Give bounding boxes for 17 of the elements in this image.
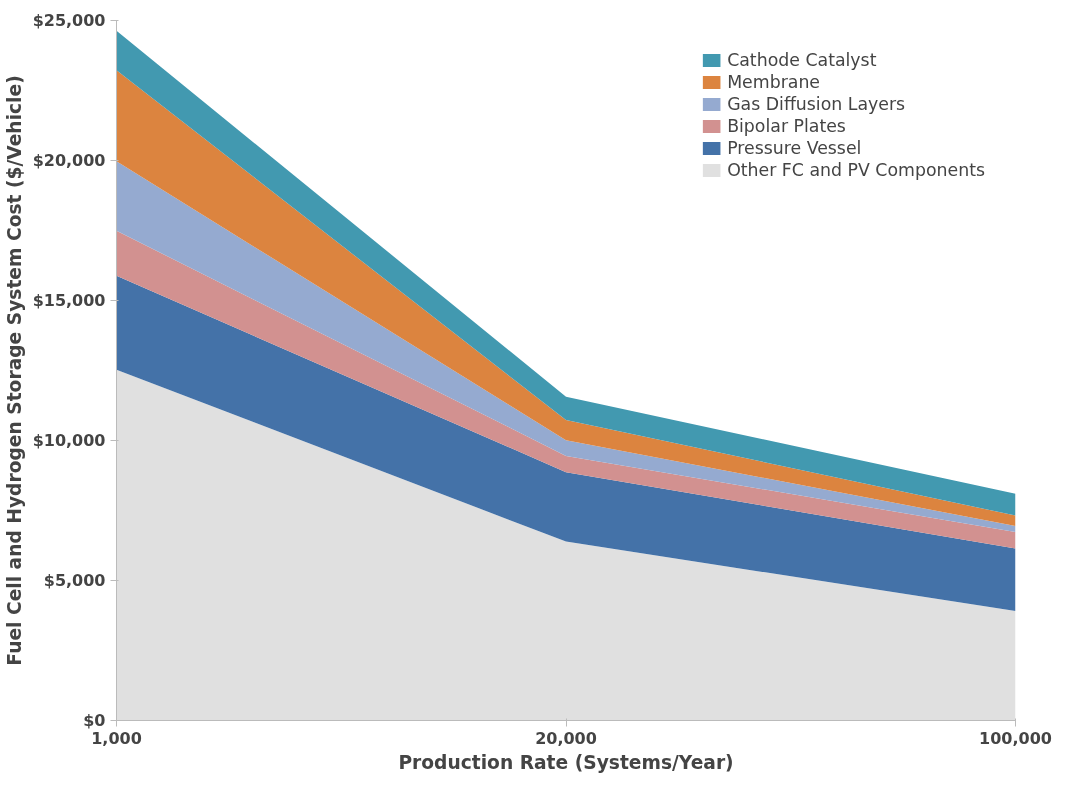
x-tick-label: 1,000 (91, 728, 142, 748)
y-tick-label: $15,000 (32, 291, 106, 310)
y-axis-title: Fuel Cell and Hydrogen Storage System Cost ($/Vehicle) (3, 75, 25, 666)
legend-label: Gas Diffusion Layers (727, 94, 906, 114)
x-axis-title: Production Rate (Systems/Year) (398, 751, 734, 773)
legend-label: Membrane (727, 72, 821, 92)
y-tick-label: $20,000 (32, 151, 106, 170)
y-tick-label: $25,000 (32, 11, 106, 30)
y-tick-label: $10,000 (32, 431, 106, 450)
x-tick-label: 100,000 (979, 728, 1052, 748)
legend-label: Cathode Catalyst (727, 50, 877, 70)
x-tick-label: 20,000 (535, 728, 597, 748)
y-tick-label: $5,000 (43, 571, 106, 590)
legend-label: Pressure Vessel (727, 138, 862, 158)
y-tick-label: $0 (83, 711, 106, 730)
legend-label: Bipolar Plates (727, 116, 846, 136)
legend-label: Other FC and PV Components (727, 160, 985, 180)
